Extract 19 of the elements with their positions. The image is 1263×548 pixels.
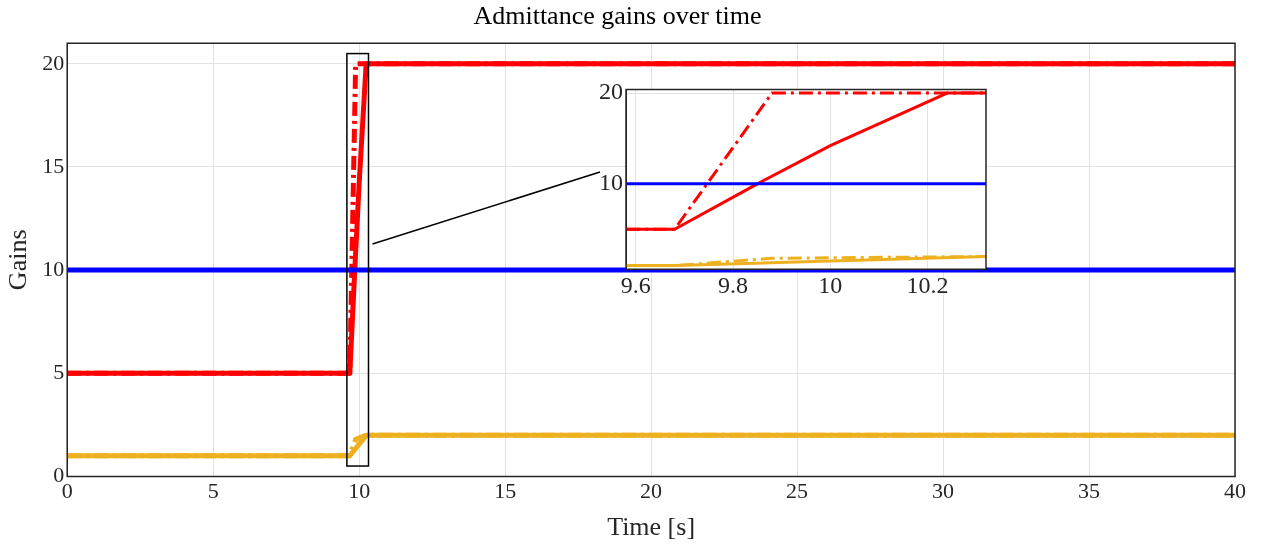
x-tick-label: 10.2 <box>906 271 949 298</box>
x-tick-label: 35 <box>1078 478 1101 504</box>
x-tick-label: 40 <box>1224 478 1246 504</box>
x-tick-label: 15 <box>494 478 517 504</box>
y-axis-title: Gains <box>3 229 33 291</box>
x-tick-label: 20 <box>640 478 663 504</box>
x-tick-label: 10 <box>818 271 843 298</box>
x-tick-label: 30 <box>932 478 955 504</box>
x-axis-title: Time [s] <box>607 512 696 542</box>
y-tick-label: 5 <box>53 359 65 385</box>
chart-title: Admittance gains over time <box>473 1 762 31</box>
x-tick-label: 9.6 <box>620 271 651 298</box>
x-tick-label: 25 <box>786 478 809 504</box>
x-tick-label: 9.8 <box>718 271 749 298</box>
y-tick-label: 10 <box>42 255 65 281</box>
y-tick-label: 20 <box>42 49 65 75</box>
x-tick-label: 10 <box>348 478 371 504</box>
x-tick-label: 5 <box>207 478 219 504</box>
y-tick-label: 15 <box>42 152 65 178</box>
